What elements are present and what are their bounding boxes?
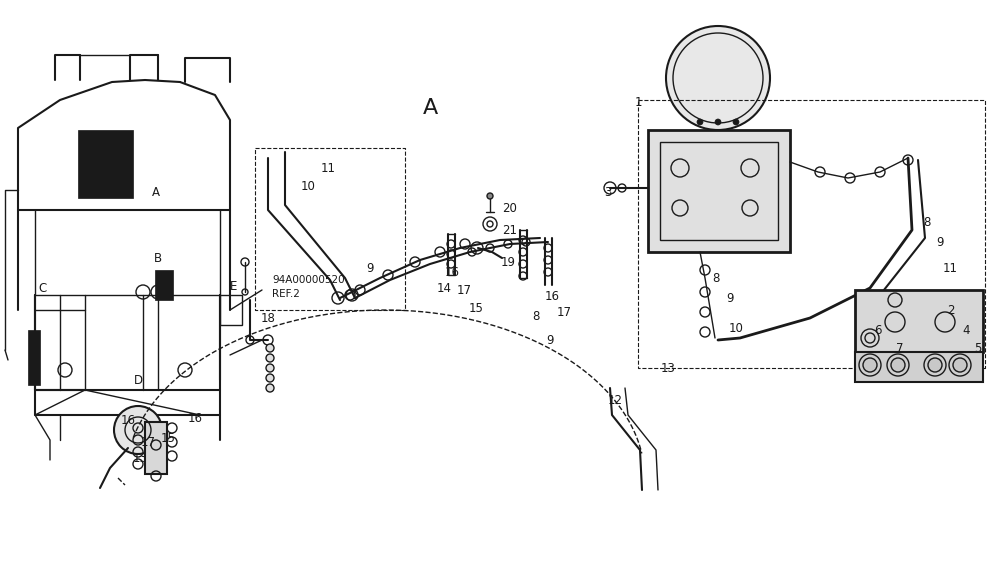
Text: A: A — [422, 98, 438, 118]
Text: 16: 16 — [188, 411, 203, 424]
Text: 5: 5 — [974, 341, 982, 354]
Circle shape — [114, 406, 162, 454]
Text: 17: 17 — [556, 306, 572, 319]
Text: 13: 13 — [133, 452, 147, 465]
Circle shape — [266, 344, 274, 352]
Text: 1: 1 — [634, 95, 642, 108]
Circle shape — [891, 358, 905, 372]
Text: 15: 15 — [469, 302, 483, 315]
Text: 16: 16 — [544, 290, 560, 303]
Text: 4: 4 — [962, 324, 970, 336]
Bar — [648, 130, 790, 252]
Text: 9: 9 — [726, 291, 734, 304]
Text: 11: 11 — [942, 261, 957, 274]
Text: 12: 12 — [608, 394, 622, 407]
Text: 13: 13 — [661, 361, 675, 374]
Text: 15: 15 — [161, 432, 175, 445]
Text: C: C — [38, 282, 46, 294]
Text: 94A00000520: 94A00000520 — [272, 275, 345, 285]
Text: B: B — [154, 252, 162, 265]
Text: 16: 16 — [121, 414, 136, 427]
Text: 17: 17 — [141, 436, 156, 449]
Text: 3: 3 — [604, 186, 612, 198]
Text: 8: 8 — [712, 272, 720, 285]
Text: 2: 2 — [947, 303, 955, 316]
Circle shape — [928, 358, 942, 372]
Text: 9: 9 — [546, 333, 554, 346]
Bar — [855, 352, 983, 382]
Text: 11: 11 — [321, 161, 336, 174]
Bar — [28, 330, 40, 385]
Text: 17: 17 — [456, 283, 472, 296]
Circle shape — [697, 119, 703, 125]
Text: 9: 9 — [936, 236, 944, 249]
Circle shape — [266, 384, 274, 392]
Bar — [855, 290, 983, 352]
Text: A: A — [152, 186, 160, 198]
Text: 14: 14 — [436, 282, 452, 294]
Text: 8: 8 — [532, 310, 540, 323]
Text: 19: 19 — [501, 256, 516, 269]
Text: 7: 7 — [896, 341, 904, 354]
Circle shape — [666, 26, 770, 130]
Bar — [660, 142, 778, 240]
Text: 18: 18 — [261, 311, 275, 324]
Text: E: E — [230, 279, 238, 293]
Bar — [145, 422, 167, 474]
Text: 16: 16 — [444, 265, 460, 278]
Bar — [220, 295, 242, 325]
Circle shape — [266, 364, 274, 372]
Bar — [78, 130, 133, 198]
Text: REF.2: REF.2 — [272, 289, 300, 299]
Text: 10: 10 — [729, 321, 743, 335]
Circle shape — [715, 119, 721, 125]
Text: 20: 20 — [503, 202, 517, 215]
Circle shape — [266, 354, 274, 362]
Text: 21: 21 — [503, 223, 518, 236]
Text: 8: 8 — [923, 215, 931, 228]
Text: 6: 6 — [874, 324, 882, 336]
Circle shape — [953, 358, 967, 372]
Circle shape — [266, 374, 274, 382]
Circle shape — [487, 193, 493, 199]
Text: D: D — [133, 374, 143, 386]
Circle shape — [863, 358, 877, 372]
Text: 9: 9 — [366, 261, 374, 274]
Bar — [155, 270, 173, 300]
Circle shape — [733, 119, 739, 125]
Text: 10: 10 — [301, 179, 315, 193]
